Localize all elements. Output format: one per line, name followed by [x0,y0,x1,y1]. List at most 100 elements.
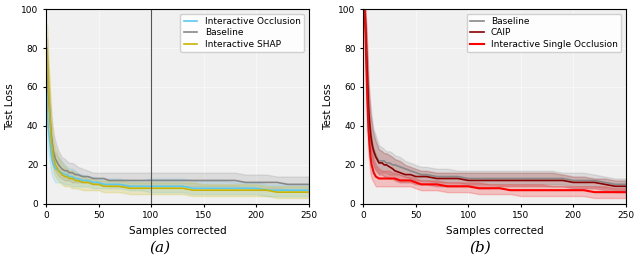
Interactive SHAP [157,187,165,190]
Legend: Baseline, CAIP, Interactive Single Occlusion: Baseline, CAIP, Interactive Single Occlu… [467,14,621,52]
Interactive Single Occlusion [433,183,440,186]
Interactive Occlusion [95,181,102,184]
Interactive SHAP [90,183,97,186]
CAIP [360,7,368,11]
CAIP [486,179,493,182]
CAIP [401,173,409,176]
Baseline [84,175,92,178]
Interactive Occlusion [211,187,218,190]
Interactive Single Occlusion [375,177,383,180]
Baseline [386,161,394,164]
CAIP [369,146,376,149]
CAIP [406,173,414,176]
Interactive Single Occlusion [378,177,386,180]
Interactive SHAP [105,185,113,188]
Baseline [44,56,51,59]
Interactive SHAP [221,189,228,192]
Interactive Occlusion [147,185,155,188]
Interactive Occlusion [63,173,71,176]
Baseline [433,175,440,178]
Interactive Occlusion [263,189,271,192]
Baseline [47,132,55,135]
Interactive Single Occlusion [475,187,483,190]
Interactive Occlusion [49,163,57,167]
Interactive Occlusion [200,187,207,190]
Interactive Occlusion [189,187,197,190]
Interactive Occlusion [44,124,52,127]
Interactive Single Occlusion [380,177,388,180]
Interactive Occlusion [221,187,228,190]
Baseline [55,163,63,167]
CAIP [465,179,472,182]
Baseline [49,142,56,145]
Interactive SHAP [147,187,155,190]
Baseline [486,177,493,180]
Interactive Occlusion [168,185,176,188]
Legend: Interactive Occlusion, Baseline, Interactive SHAP: Interactive Occlusion, Baseline, Interac… [180,14,304,52]
Interactive SHAP [61,175,68,178]
Interactive Occlusion [61,173,68,176]
Line: Baseline: Baseline [47,58,308,184]
CAIP [496,179,504,182]
Baseline [284,183,291,186]
Baseline [612,183,620,186]
CAIP [389,167,397,170]
Interactive Occlusion [65,175,73,178]
Baseline [506,177,514,180]
Baseline [570,179,577,182]
Interactive Occlusion [52,167,60,170]
Baseline [294,183,302,186]
Interactive SHAP [231,189,239,192]
Interactive SHAP [211,189,218,192]
CAIP [365,121,373,124]
Interactive Occlusion [137,185,145,188]
Interactive Occlusion [105,183,113,186]
Interactive Single Occlusion [412,181,420,184]
Line: Interactive Single Occlusion: Interactive Single Occlusion [364,9,626,192]
Baseline [368,136,376,139]
Interactive Single Occlusion [406,179,414,182]
CAIP [386,165,394,168]
Baseline [412,171,420,174]
Interactive Occlusion [74,177,81,180]
Baseline [517,177,525,180]
Baseline [100,177,108,180]
Interactive SHAP [252,189,260,192]
Baseline [44,85,52,88]
Baseline [52,158,60,161]
Baseline [95,177,102,180]
CAIP [570,181,577,184]
Baseline [417,173,425,176]
Interactive Single Occlusion [444,185,451,188]
CAIP [378,161,386,164]
Baseline [273,181,281,184]
Baseline [79,175,86,178]
CAIP [612,185,620,188]
Interactive Occlusion [273,189,281,192]
Baseline [126,179,134,182]
Interactive Single Occlusion [368,163,376,167]
Interactive Occlusion [49,159,56,162]
Baseline [527,177,535,180]
Interactive SHAP [55,169,63,172]
Interactive SHAP [95,183,102,186]
Baseline [72,173,79,176]
CAIP [433,177,440,180]
Interactive SHAP [74,179,81,182]
Interactive Single Occlusion [517,189,525,192]
Interactive Occlusion [68,175,76,178]
CAIP [591,181,598,184]
CAIP [506,179,514,182]
Baseline [367,128,374,131]
Baseline [406,169,414,172]
Interactive SHAP [284,191,291,194]
Interactive Single Occlusion [622,191,630,194]
Interactive SHAP [45,99,53,102]
Baseline [370,148,378,151]
Interactive SHAP [179,187,186,190]
Interactive Single Occlusion [417,183,425,186]
Baseline [362,17,369,20]
Baseline [538,177,546,180]
Interactive Occlusion [242,187,250,190]
Interactive SHAP [52,163,60,167]
